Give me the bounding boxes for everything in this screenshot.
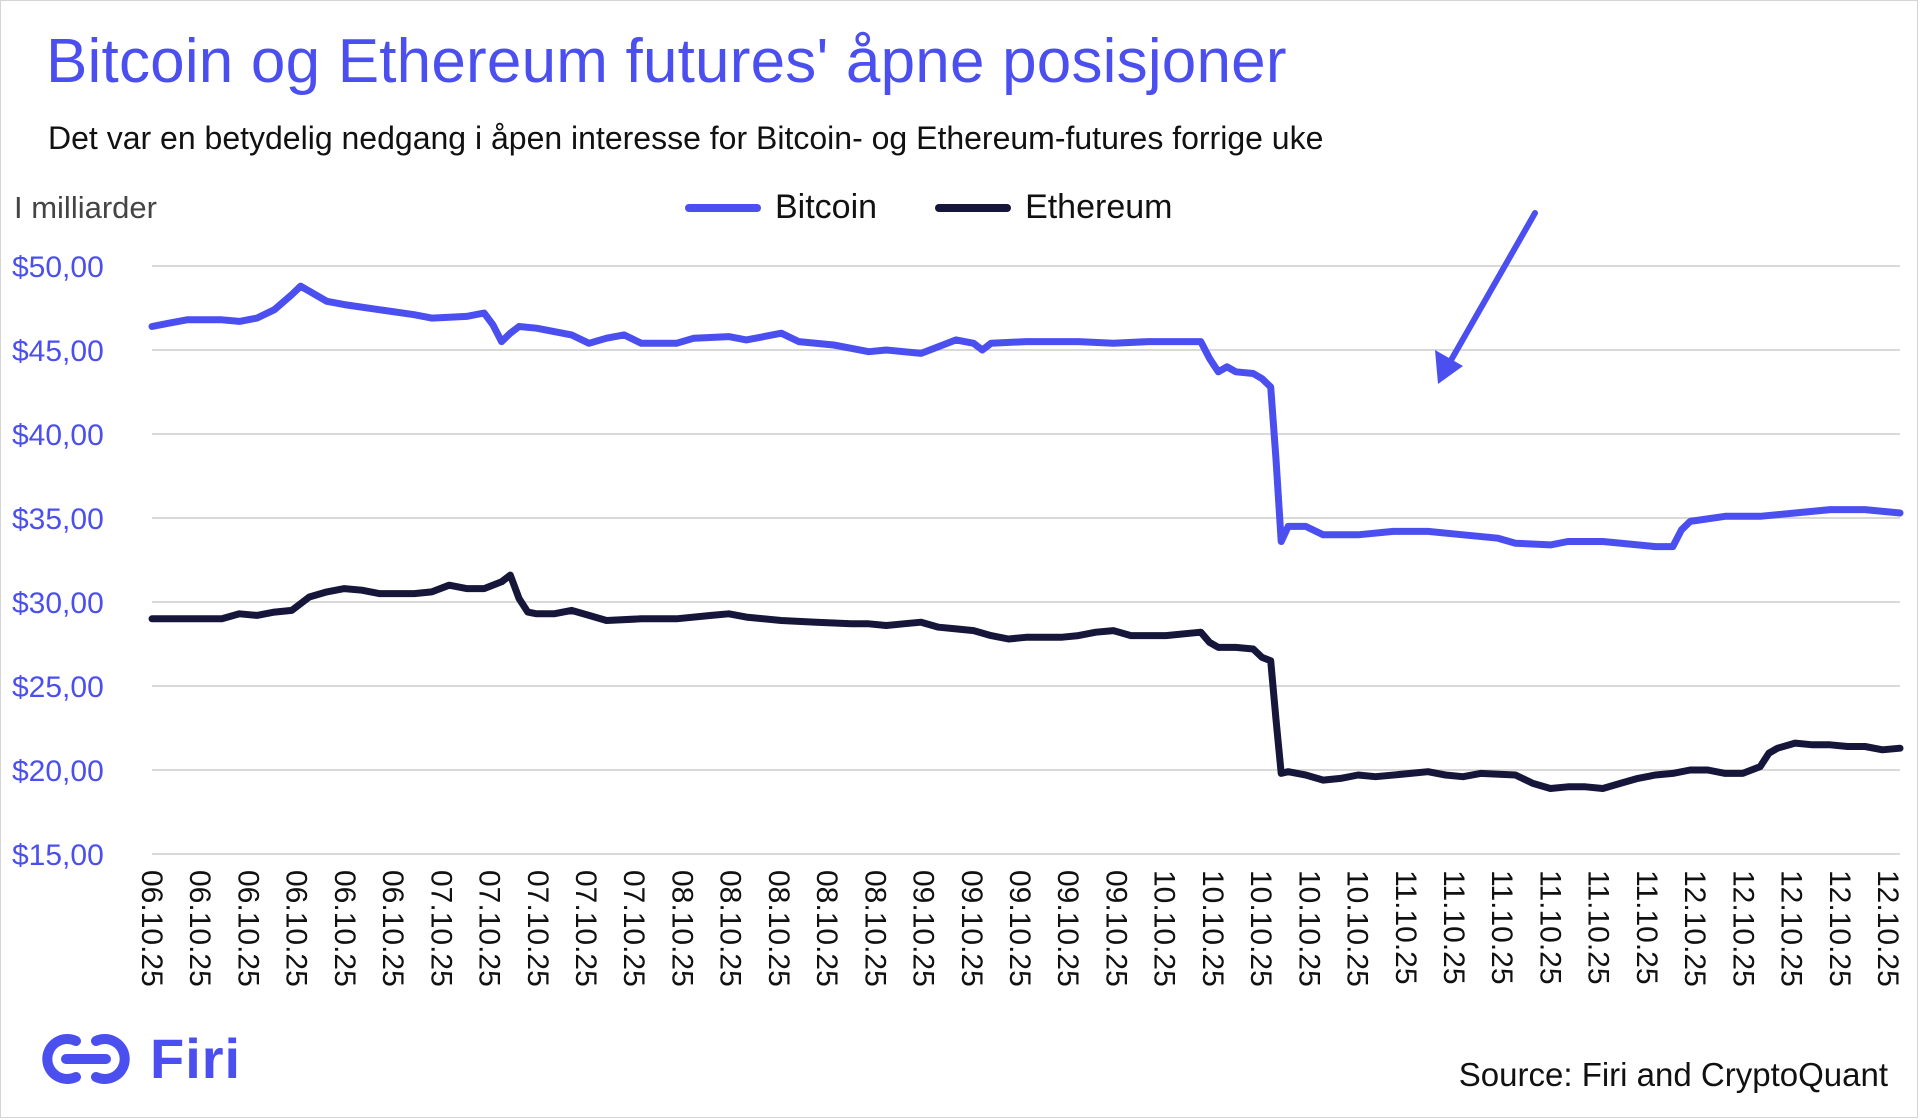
x-tick-label: 11.10.25: [1485, 870, 1518, 985]
x-tick-label: 08.10.25: [810, 870, 843, 987]
y-tick-label: $50,00: [12, 251, 104, 284]
x-tick-label: 11.10.25: [1630, 870, 1663, 985]
y-axis-unit-label: I milliarder: [14, 190, 157, 225]
legend-swatch-bitcoin: [685, 203, 761, 212]
x-tick-label: 07.10.25: [569, 870, 602, 987]
x-tick-label: 10.10.25: [1148, 870, 1181, 987]
y-tick-label: $45,00: [12, 335, 104, 368]
y-tick-label: $40,00: [12, 419, 104, 452]
annotation-arrow: [1435, 210, 1538, 384]
series-lines: [148, 282, 1904, 792]
legend-item-ethereum: Ethereum: [935, 188, 1172, 227]
x-tick-label: 06.10.25: [231, 870, 264, 987]
x-axis-ticks: 06.10.25 06.10.25 06.10.25 06.10.25 06.10.25…: [135, 870, 1904, 987]
x-tick-label: 10.10.25: [1292, 870, 1325, 987]
x-tick-label: 08.10.25: [665, 870, 698, 987]
x-tick-label: 06.10.25: [376, 870, 409, 987]
chart-subtitle: Det var en betydelig nedgang i åpen inte…: [48, 120, 1324, 156]
x-tick-label: 07.10.25: [617, 870, 650, 987]
x-tick-label: 06.10.25: [328, 870, 361, 987]
x-tick-label: 10.10.25: [1341, 870, 1374, 987]
ethereum-line: [148, 571, 1904, 792]
x-tick-label: 10.10.25: [1196, 870, 1229, 987]
legend: Bitcoin Ethereum: [685, 188, 1230, 227]
x-tick-label: 12.10.25: [1678, 870, 1711, 987]
gridlines: [152, 265, 1900, 855]
x-tick-label: 09.10.25: [1099, 870, 1132, 987]
bitcoin-line: [148, 282, 1904, 551]
x-tick-label: 12.10.25: [1871, 870, 1904, 987]
legend-label-ethereum: Ethereum: [1025, 188, 1173, 226]
x-tick-label: 06.10.25: [183, 870, 216, 987]
x-tick-label: 08.10.25: [714, 870, 747, 987]
legend-swatch-ethereum: [935, 203, 1012, 212]
y-tick-label: $20,00: [12, 755, 104, 788]
x-tick-label: 10.10.25: [1244, 870, 1277, 987]
y-tick-label: $25,00: [12, 671, 104, 704]
legend-item-bitcoin: Bitcoin: [685, 188, 877, 227]
y-tick-label: $35,00: [12, 503, 104, 536]
x-tick-label: 12.10.25: [1726, 870, 1759, 987]
source-note: Source: Firi and CryptoQuant: [1458, 1056, 1888, 1093]
x-tick-label: 11.10.25: [1437, 870, 1470, 985]
x-tick-label: 09.10.25: [955, 870, 988, 987]
x-tick-label: 11.10.25: [1389, 870, 1422, 985]
x-tick-label: 11.10.25: [1582, 870, 1615, 985]
y-tick-label: $30,00: [12, 587, 104, 620]
x-tick-label: 06.10.25: [280, 870, 313, 987]
x-tick-label: 06.10.25: [135, 870, 168, 987]
x-tick-label: 09.10.25: [907, 870, 940, 987]
firi-logo-icon: [42, 1033, 130, 1084]
x-tick-label: 12.10.25: [1823, 870, 1856, 987]
x-tick-label: 07.10.25: [473, 870, 506, 987]
annotation-arrow-head: [1435, 350, 1463, 384]
x-tick-label: 11.10.25: [1533, 870, 1566, 985]
brand-logo: Firi: [36, 1026, 241, 1091]
y-tick-label: $15,00: [12, 839, 104, 872]
legend-label-bitcoin: Bitcoin: [775, 188, 878, 226]
x-tick-label: 08.10.25: [762, 870, 795, 987]
x-tick-label: 12.10.25: [1775, 870, 1808, 987]
x-tick-label: 07.10.25: [424, 870, 457, 987]
x-tick-label: 08.10.25: [858, 870, 891, 987]
x-tick-label: 07.10.25: [521, 870, 554, 987]
brand-name: Firi: [150, 1027, 242, 1090]
x-tick-label: 09.10.25: [1003, 870, 1036, 987]
x-tick-label: 09.10.25: [1051, 870, 1084, 987]
y-axis-ticks: $15,00 $20,00 $25,00 $30,00 $35,00 $40,00 $45,…: [12, 251, 104, 872]
annotation-arrow-shaft: [1447, 210, 1538, 365]
chart-title: Bitcoin og Ethereum futures' åpne posisj…: [46, 27, 1287, 96]
